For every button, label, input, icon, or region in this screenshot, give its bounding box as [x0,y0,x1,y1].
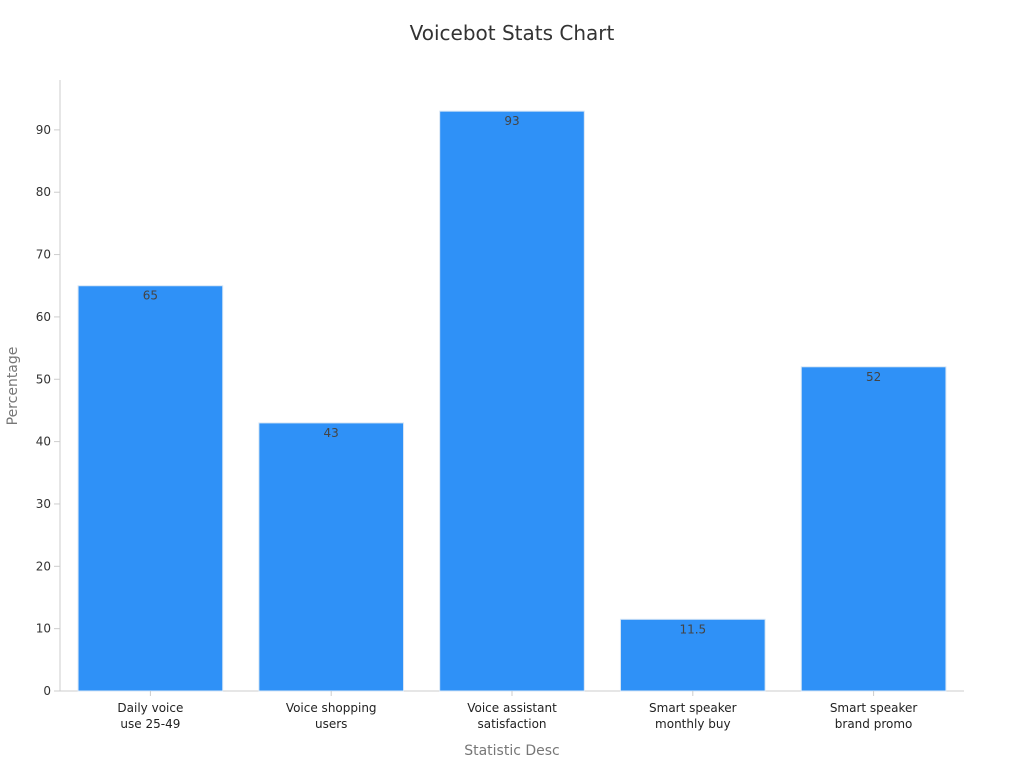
y-tick-label: 0 [43,684,51,698]
y-tick-label: 70 [36,248,51,262]
y-axis-title: Percentage [5,347,21,426]
x-tick-label: Daily voice [117,701,183,715]
bar [800,366,947,692]
bar-value-label: 11.5 [679,622,706,636]
y-ticks: 0 10 20 30 40 50 60 70 80 90 [36,123,60,698]
y-tick-label: 40 [36,435,51,449]
bar [77,285,224,692]
y-tick-label: 10 [36,622,51,636]
y-tick-label: 60 [36,310,51,324]
x-tick-label: use 25-49 [120,717,180,731]
chart-title: Voicebot Stats Chart [410,21,615,45]
x-tick-label: monthly buy [655,717,731,731]
x-tick-label: users [315,717,347,731]
x-tick-label: Smart speaker [830,701,918,715]
bar-value-label: 65 [143,289,158,303]
x-axis-title: Statistic Desc [464,743,560,759]
y-tick-label: 80 [36,185,51,199]
bar-value-label: 93 [504,114,519,128]
y-tick-label: 30 [36,497,51,511]
x-tick-label: satisfaction [477,717,546,731]
x-tick-label: Voice assistant [467,701,557,715]
x-tick-label: brand promo [835,717,913,731]
bar [258,422,405,692]
x-tick-label: Voice shopping [286,701,377,715]
bar-value-label: 52 [866,370,881,384]
bar-value-label: 43 [324,426,339,440]
bar [619,618,766,692]
y-tick-label: 90 [36,123,51,137]
bars: 65 43 93 11.5 52 [77,110,947,692]
y-tick-label: 50 [36,372,51,386]
x-tick-labels: Daily voice use 25-49 Voice shopping users V… [117,691,917,731]
y-tick-label: 20 [36,559,51,573]
x-tick-label: Smart speaker [649,701,737,715]
bar [439,110,585,692]
